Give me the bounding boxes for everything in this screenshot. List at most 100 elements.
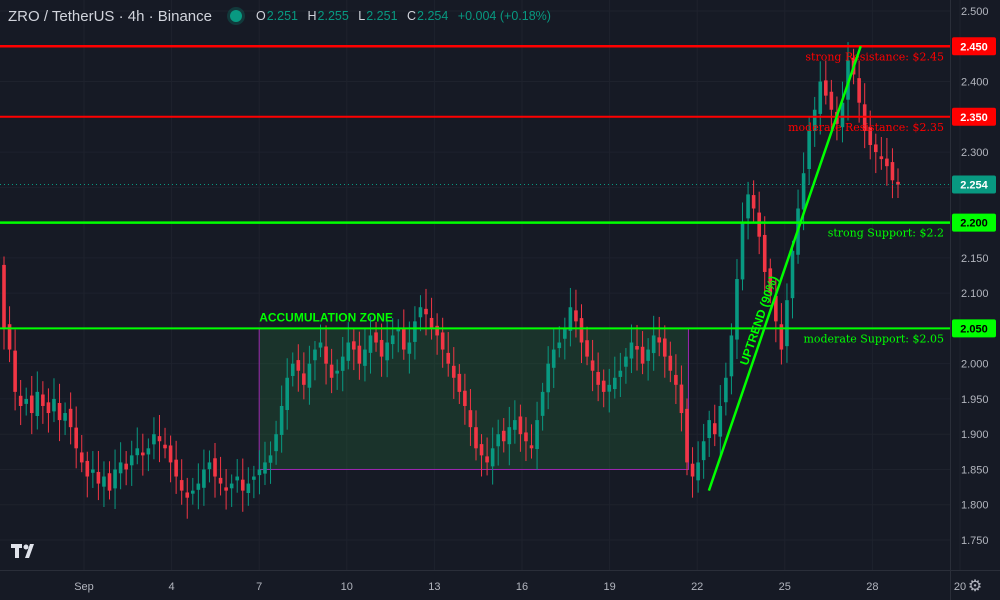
candle-body[interactable] — [674, 374, 678, 385]
candle-body[interactable] — [496, 434, 500, 447]
candle-body[interactable] — [363, 349, 367, 366]
candle-body[interactable] — [29, 395, 34, 414]
candle-body[interactable] — [629, 342, 634, 359]
candle-body[interactable] — [824, 80, 828, 96]
candle-body[interactable] — [335, 370, 339, 374]
candle-body[interactable] — [607, 384, 612, 392]
gear-icon[interactable]: ⚙ — [967, 578, 983, 595]
candle-body[interactable] — [185, 492, 190, 498]
candle-body[interactable] — [807, 130, 811, 170]
candle-body[interactable] — [690, 463, 695, 477]
candle-body[interactable] — [474, 427, 478, 449]
candle-body[interactable] — [501, 430, 506, 442]
candle-body[interactable] — [651, 335, 656, 354]
candle-body[interactable] — [79, 452, 84, 463]
candle-body[interactable] — [490, 448, 495, 467]
candle-body[interactable] — [202, 469, 206, 488]
candle-body[interactable] — [451, 365, 456, 378]
candle-body[interactable] — [41, 394, 45, 406]
candle-body[interactable] — [696, 462, 700, 481]
candle-body[interactable] — [235, 476, 240, 481]
candle-body[interactable] — [374, 332, 378, 343]
candle-body[interactable] — [224, 487, 228, 491]
candle-body[interactable] — [857, 78, 861, 103]
candle-body[interactable] — [657, 337, 662, 343]
candle-body[interactable] — [118, 462, 123, 474]
candle-body[interactable] — [463, 390, 467, 406]
candle-body[interactable] — [757, 212, 761, 237]
candle-body[interactable] — [646, 349, 650, 361]
candle-body[interactable] — [129, 455, 134, 466]
candle-body[interactable] — [268, 455, 273, 463]
candle-body[interactable] — [318, 342, 323, 348]
candle-body[interactable] — [557, 342, 562, 349]
candle-body[interactable] — [407, 342, 412, 354]
candle-body[interactable] — [357, 345, 362, 364]
candle-body[interactable] — [157, 436, 162, 442]
candle-body[interactable] — [396, 328, 401, 332]
candle-body[interactable] — [263, 462, 267, 474]
candle-body[interactable] — [746, 194, 750, 219]
candle-body[interactable] — [402, 327, 406, 350]
candle-body[interactable] — [85, 460, 90, 477]
candle-body[interactable] — [468, 410, 473, 428]
candle-body[interactable] — [24, 398, 29, 404]
candle-body[interactable] — [885, 158, 889, 167]
candle-body[interactable] — [168, 445, 173, 463]
candle-body[interactable] — [52, 398, 56, 412]
candle-body[interactable] — [596, 372, 600, 385]
candle-body[interactable] — [485, 456, 489, 463]
candle-body[interactable] — [91, 469, 95, 473]
candle-body[interactable] — [141, 452, 145, 456]
candle-body[interactable] — [352, 341, 356, 350]
candle-body[interactable] — [679, 384, 684, 414]
candle-body[interactable] — [57, 403, 62, 421]
candle-body[interactable] — [446, 352, 451, 364]
candle-body[interactable] — [568, 307, 573, 331]
candle-body[interactable] — [896, 181, 900, 185]
candle-body[interactable] — [601, 380, 606, 392]
candle-body[interactable] — [190, 490, 195, 494]
candle-body[interactable] — [213, 458, 217, 477]
candle-body[interactable] — [229, 483, 234, 489]
candle-body[interactable] — [551, 349, 556, 368]
candle-body[interactable] — [868, 126, 873, 146]
plot-area[interactable] — [0, 0, 950, 570]
candle-body[interactable] — [257, 469, 262, 476]
candle-body[interactable] — [801, 173, 806, 210]
candle-body[interactable] — [135, 448, 140, 456]
candle-body[interactable] — [435, 325, 439, 336]
candle-body[interactable] — [246, 483, 251, 494]
candle-body[interactable] — [279, 405, 284, 435]
candle-body[interactable] — [479, 444, 484, 456]
candle-body[interactable] — [774, 295, 778, 322]
candle-body[interactable] — [613, 377, 617, 390]
candle-body[interactable] — [296, 360, 301, 371]
candle-body[interactable] — [518, 416, 523, 435]
candle-body[interactable] — [662, 338, 667, 357]
candle-body[interactable] — [685, 408, 689, 463]
candle-body[interactable] — [196, 483, 201, 490]
candle-body[interactable] — [379, 339, 384, 357]
candle-body[interactable] — [346, 342, 351, 361]
candle-body[interactable] — [285, 377, 289, 411]
candle-body[interactable] — [368, 335, 373, 353]
candle-body[interactable] — [535, 420, 539, 449]
candle-body[interactable] — [96, 471, 101, 484]
tradingview-logo-icon[interactable] — [10, 540, 40, 562]
candle-body[interactable] — [302, 373, 306, 385]
candle-body[interactable] — [152, 434, 156, 445]
candle-body[interactable] — [179, 480, 184, 491]
candle-body[interactable] — [324, 346, 328, 364]
candle-body[interactable] — [707, 420, 712, 439]
candle-body[interactable] — [107, 473, 112, 491]
candle-body[interactable] — [840, 102, 845, 128]
candle-body[interactable] — [873, 144, 878, 153]
candle-body[interactable] — [102, 476, 106, 487]
candle-body[interactable] — [812, 109, 817, 131]
candle-body[interactable] — [7, 324, 12, 350]
candle-body[interactable] — [18, 395, 23, 406]
symbol-title[interactable]: ZRO / TetherUS · 4h · Binance — [8, 7, 212, 25]
candle-body[interactable] — [329, 364, 334, 378]
